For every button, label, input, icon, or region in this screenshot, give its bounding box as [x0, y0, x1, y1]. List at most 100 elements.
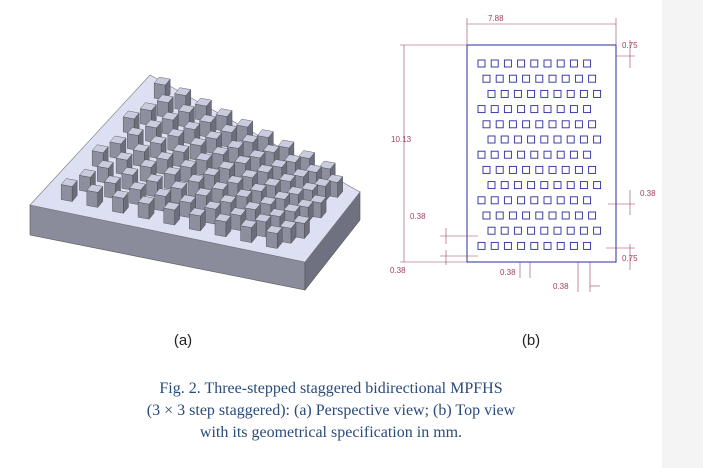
fin-square — [523, 212, 530, 219]
fin-square — [594, 136, 601, 143]
caption-line: Fig. 2. Three-stepped staggered bidirect… — [0, 378, 662, 399]
fin-square — [557, 197, 564, 204]
panel-label: (b) — [522, 332, 540, 349]
fin-square — [514, 182, 521, 189]
fin-square — [562, 75, 569, 82]
fin-square — [589, 75, 596, 82]
fin-square — [504, 60, 511, 67]
fin-square — [496, 121, 503, 128]
fin-square — [483, 166, 490, 173]
pillar-front — [180, 201, 191, 218]
fin-square — [518, 106, 525, 113]
dimension-label: 0.75 — [622, 254, 638, 263]
fin-square — [504, 197, 511, 204]
fin-square — [554, 227, 561, 234]
fin-square — [488, 182, 495, 189]
fin-square — [491, 60, 498, 67]
dimension-label: 0.38 — [390, 266, 406, 275]
fin-square — [504, 151, 511, 158]
fin-square — [478, 60, 485, 67]
fin-square — [496, 212, 503, 219]
fin-square — [557, 242, 564, 249]
fin-square — [584, 60, 591, 67]
pillar-front — [189, 214, 200, 231]
fin-square — [496, 75, 503, 82]
page: 7.88 0.75 10.13 0.38 0.38 0.75 0.38 0.38… — [0, 0, 703, 468]
fin-square — [570, 60, 577, 67]
fin-square — [554, 90, 561, 97]
fin-square — [544, 242, 551, 249]
fin-square — [509, 212, 516, 219]
pillar-front — [205, 207, 216, 224]
fin-square — [536, 75, 543, 82]
fin-square — [501, 182, 508, 189]
perspective-view — [30, 75, 360, 290]
fin-square — [567, 136, 574, 143]
fin-square — [483, 212, 490, 219]
fin-square — [509, 75, 516, 82]
fin-square — [478, 197, 485, 204]
fin-square — [531, 106, 538, 113]
fin-square — [528, 227, 535, 234]
fin-square — [536, 212, 543, 219]
pillar-front — [61, 185, 72, 202]
fin-square — [554, 136, 561, 143]
fin-square — [567, 90, 574, 97]
fin-square — [518, 60, 525, 67]
fin-square — [567, 182, 574, 189]
fin-square — [501, 227, 508, 234]
fin-square — [514, 136, 521, 143]
fin-square — [575, 166, 582, 173]
pillar-front — [138, 202, 149, 219]
fin-square — [491, 197, 498, 204]
fin-square — [523, 121, 530, 128]
dimension-label: 0.75 — [622, 41, 638, 50]
fin-square — [544, 60, 551, 67]
fin-square — [549, 166, 556, 173]
pillar-front — [266, 232, 277, 249]
panel-label: (a) — [174, 332, 192, 349]
fin-square — [478, 151, 485, 158]
fin-square — [491, 106, 498, 113]
fin-square — [478, 106, 485, 113]
fin-square — [549, 75, 556, 82]
fin-square — [584, 242, 591, 249]
fin-square — [584, 197, 591, 204]
fin-square — [584, 151, 591, 158]
fin-square — [541, 90, 548, 97]
fin-square — [589, 166, 596, 173]
fin-square — [488, 90, 495, 97]
fin-square — [523, 75, 530, 82]
pillar-front — [241, 226, 252, 243]
pillar-front — [215, 220, 226, 237]
fin-square — [504, 242, 511, 249]
fin-square — [528, 90, 535, 97]
fin-square — [549, 212, 556, 219]
fin-square — [544, 151, 551, 158]
fin-square — [536, 166, 543, 173]
fin-square — [518, 197, 525, 204]
caption-line: with its geometrical specification in mm… — [0, 422, 662, 443]
fin-square — [544, 106, 551, 113]
pillar-front — [230, 214, 241, 231]
fin-square — [478, 242, 485, 249]
fin-square — [531, 242, 538, 249]
dimension-label: 0.38 — [553, 282, 569, 291]
top-view — [400, 18, 635, 292]
fin-square — [536, 121, 543, 128]
fin-square — [514, 227, 521, 234]
fin-square — [541, 136, 548, 143]
fin-square — [541, 227, 548, 234]
pillar-front — [164, 208, 175, 225]
fin-square — [531, 60, 538, 67]
fin-square — [509, 166, 516, 173]
dimension-label: 0.38 — [500, 268, 516, 277]
fin-square — [562, 166, 569, 173]
figure: 7.88 0.75 10.13 0.38 0.38 0.75 0.38 0.38… — [0, 0, 662, 360]
pillar-front — [87, 190, 98, 207]
dimension-label: 7.88 — [488, 14, 504, 23]
fin-square — [509, 121, 516, 128]
fin-square — [584, 106, 591, 113]
fin-square — [531, 197, 538, 204]
fin-square — [594, 182, 601, 189]
